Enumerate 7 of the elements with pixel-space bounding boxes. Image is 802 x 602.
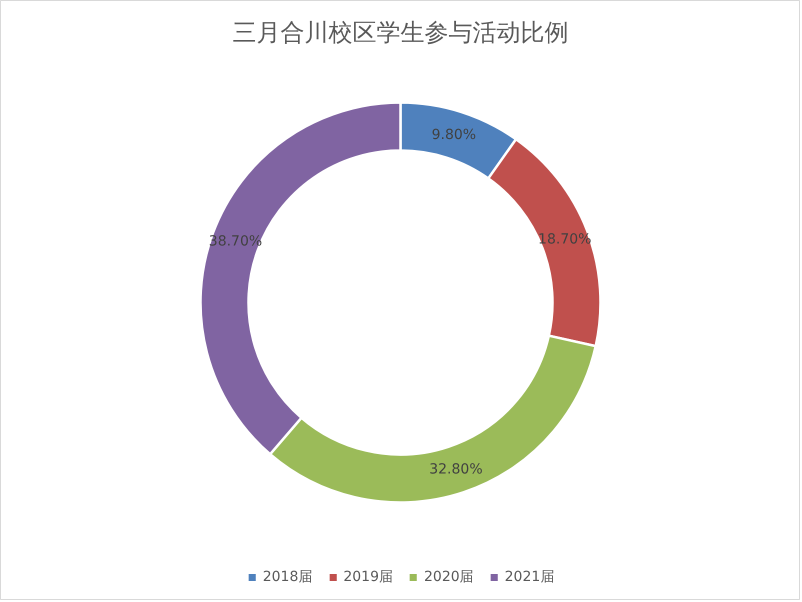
data-label: 9.80% bbox=[432, 126, 476, 143]
legend-label: 2021届 bbox=[504, 568, 554, 586]
legend-label: 2020届 bbox=[424, 568, 474, 586]
chart-title: 三月合川校区学生参与活动比例 bbox=[232, 18, 568, 46]
data-label: 32.80% bbox=[429, 462, 483, 478]
legend-label: 2018届 bbox=[262, 568, 312, 586]
legend-label: 2019届 bbox=[343, 568, 393, 586]
